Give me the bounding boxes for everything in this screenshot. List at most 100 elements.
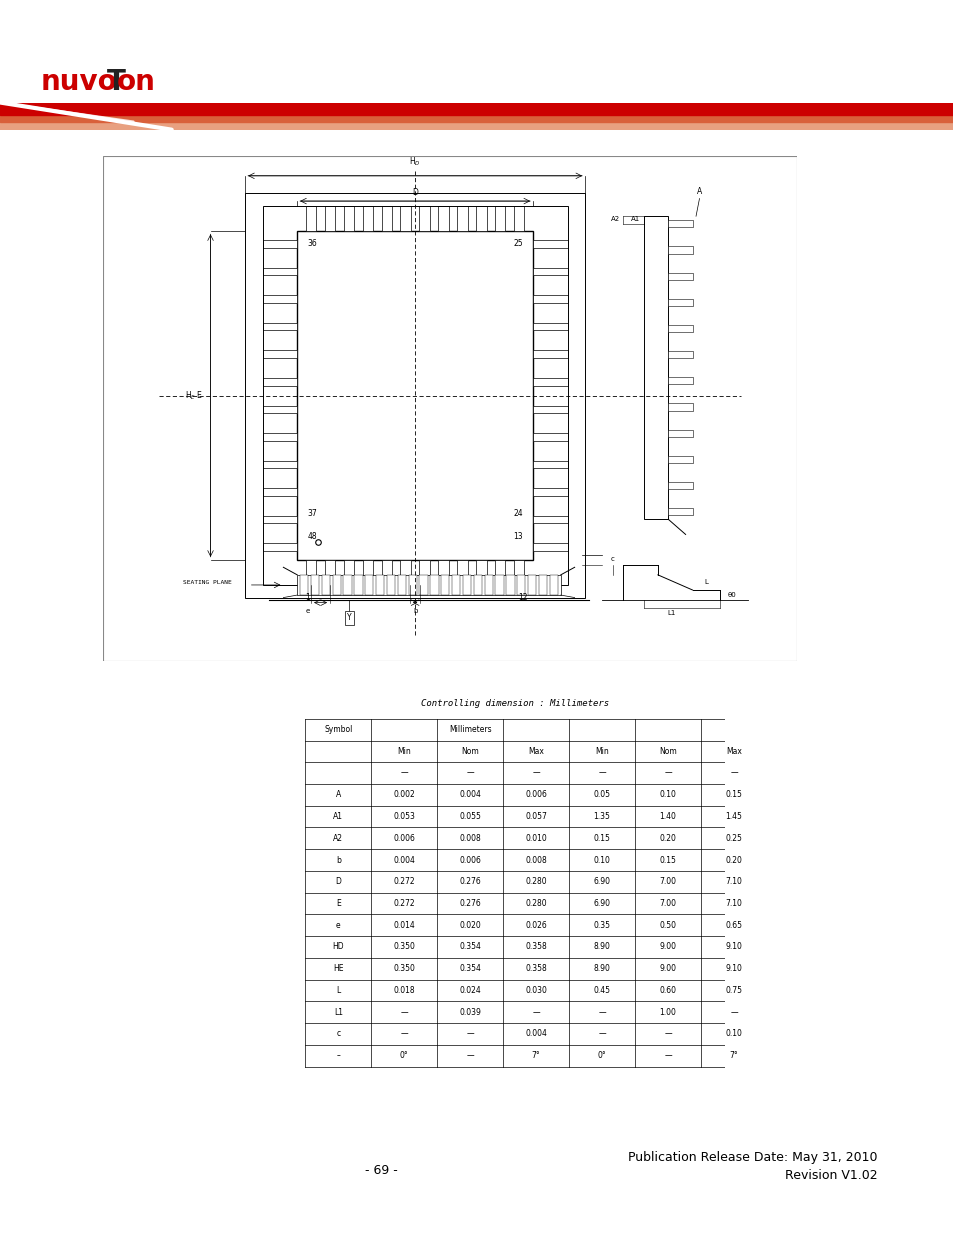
Bar: [668, 351, 692, 358]
Bar: [333, 574, 340, 595]
Text: E: E: [335, 899, 340, 908]
Bar: [476, 559, 486, 585]
Text: 0.358: 0.358: [525, 965, 546, 973]
Bar: [533, 241, 567, 248]
Text: D: D: [335, 877, 341, 887]
Text: —: —: [729, 1008, 737, 1016]
Text: 0°: 0°: [399, 1051, 408, 1060]
FancyBboxPatch shape: [297, 231, 533, 559]
Bar: [533, 295, 567, 303]
Text: —: —: [663, 1051, 671, 1060]
Text: 0.008: 0.008: [458, 834, 480, 842]
Bar: [262, 488, 297, 495]
Text: 0.35: 0.35: [593, 921, 610, 930]
Bar: [343, 206, 354, 231]
Bar: [0, 103, 953, 115]
Text: Max: Max: [528, 747, 543, 756]
Text: 0.45: 0.45: [593, 986, 610, 995]
Text: 0.014: 0.014: [393, 921, 415, 930]
Bar: [262, 433, 297, 441]
Text: 0.276: 0.276: [458, 877, 480, 887]
Bar: [495, 559, 505, 585]
Text: 7.00: 7.00: [659, 877, 676, 887]
Bar: [668, 508, 692, 515]
Bar: [262, 206, 567, 585]
Text: 0.65: 0.65: [725, 921, 741, 930]
Text: 12: 12: [517, 593, 527, 601]
Bar: [437, 559, 448, 585]
Bar: [381, 559, 392, 585]
Bar: [517, 574, 525, 595]
Text: L1: L1: [334, 1008, 342, 1016]
Text: —: —: [598, 768, 605, 778]
Bar: [397, 574, 406, 595]
Text: 0.002: 0.002: [393, 790, 415, 799]
Bar: [324, 206, 335, 231]
Text: —: —: [598, 1030, 605, 1039]
Bar: [362, 206, 373, 231]
Text: e: e: [335, 921, 340, 930]
Text: 0.008: 0.008: [525, 856, 546, 864]
Text: A1: A1: [631, 216, 639, 222]
Text: Min: Min: [397, 747, 411, 756]
Bar: [262, 405, 297, 412]
Bar: [495, 574, 503, 595]
Bar: [668, 273, 692, 279]
Text: 7.10: 7.10: [725, 899, 741, 908]
Text: 0.055: 0.055: [458, 813, 480, 821]
Text: 7°: 7°: [729, 1051, 738, 1060]
Text: 0.20: 0.20: [725, 856, 741, 864]
Bar: [668, 430, 692, 437]
Bar: [506, 574, 514, 595]
Text: 0.030: 0.030: [525, 986, 546, 995]
Text: SEATING PLANE: SEATING PLANE: [183, 580, 232, 585]
Text: —: —: [466, 1051, 474, 1060]
Text: 1.45: 1.45: [725, 813, 741, 821]
Text: 0.010: 0.010: [525, 834, 546, 842]
Text: Y: Y: [347, 614, 352, 622]
Bar: [419, 206, 430, 231]
Text: —: —: [466, 768, 474, 778]
Bar: [474, 574, 481, 595]
Bar: [533, 351, 567, 358]
Text: 0.272: 0.272: [393, 899, 415, 908]
Text: 36: 36: [307, 238, 317, 248]
Bar: [262, 543, 297, 551]
Text: Revision V1.02: Revision V1.02: [784, 1170, 877, 1182]
Text: 0.05: 0.05: [593, 790, 610, 799]
Bar: [527, 574, 536, 595]
Text: L1: L1: [667, 610, 676, 616]
Text: —: —: [532, 768, 539, 778]
Text: 9.00: 9.00: [659, 942, 676, 951]
Bar: [668, 378, 692, 384]
Bar: [311, 574, 319, 595]
Text: on: on: [116, 68, 155, 95]
Bar: [533, 378, 567, 385]
Text: 6.90: 6.90: [593, 899, 610, 908]
Bar: [533, 268, 567, 275]
Text: L: L: [703, 579, 708, 585]
Text: c: c: [335, 1030, 340, 1039]
Bar: [321, 574, 330, 595]
Bar: [668, 220, 692, 227]
Bar: [668, 456, 692, 463]
Bar: [440, 574, 449, 595]
Text: 9.10: 9.10: [725, 965, 741, 973]
Text: 0.350: 0.350: [393, 965, 415, 973]
Text: 48: 48: [307, 532, 317, 541]
Text: 1.00: 1.00: [659, 1008, 676, 1016]
Text: 0.20: 0.20: [659, 834, 676, 842]
Bar: [668, 404, 692, 410]
Text: 0.10: 0.10: [659, 790, 676, 799]
Bar: [354, 574, 362, 595]
Text: 9.10: 9.10: [725, 942, 741, 951]
Text: 0.354: 0.354: [458, 942, 480, 951]
Text: 0.272: 0.272: [393, 877, 415, 887]
Bar: [549, 574, 558, 595]
Text: 0.039: 0.039: [458, 1008, 480, 1016]
Bar: [533, 405, 567, 412]
Text: —: —: [663, 768, 671, 778]
Bar: [419, 574, 427, 595]
Bar: [533, 516, 567, 524]
Bar: [514, 559, 524, 585]
